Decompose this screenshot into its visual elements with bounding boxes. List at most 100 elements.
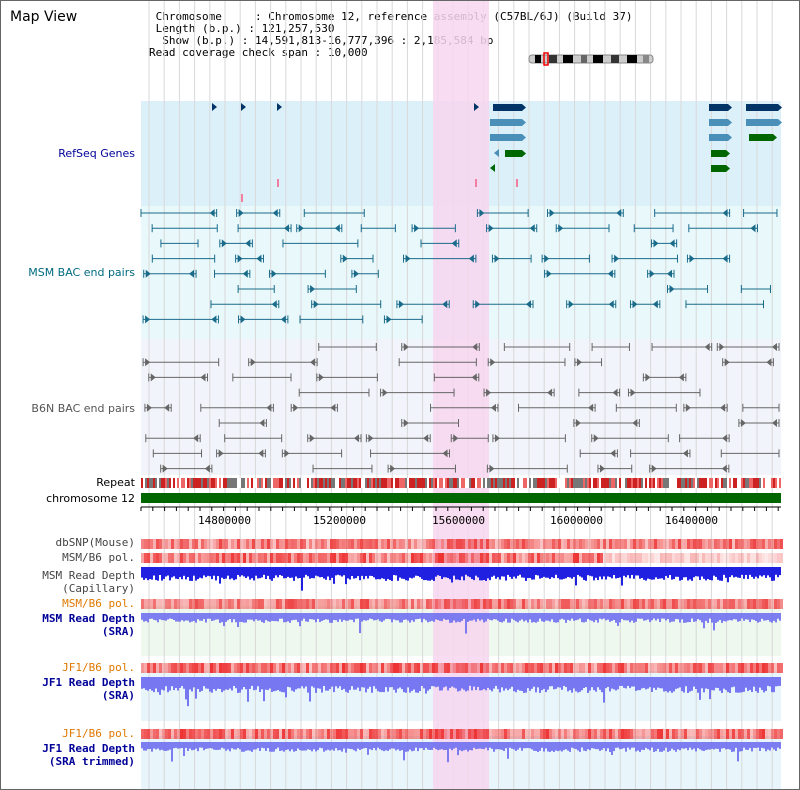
dbsnp-cell [510, 539, 513, 549]
jf1-depth-sra-bar [339, 677, 341, 687]
repeat-segment [683, 478, 685, 488]
jf1-depth-sra-label[interactable]: JF1 Read Depth [42, 676, 135, 689]
jf1-b6-pol-trim-cell [537, 729, 540, 739]
msm-depth-sra-bar [581, 613, 583, 623]
jf1-b6-pol-cell [723, 663, 726, 673]
msm-b6-pol-cell [348, 553, 351, 563]
dbsnp-cell [324, 539, 327, 549]
msm-depth-capillary-bar [253, 567, 255, 581]
msm-bac-pair-arrow-icon [238, 209, 244, 217]
jf1-depth-trim-bar [747, 742, 749, 750]
jf1-depth-trim-bar [763, 742, 765, 749]
msm-depth-capillary-bar [499, 567, 501, 580]
jf1-b6-pol-trim-cell [642, 729, 645, 739]
jf1-b6-pol-sra-label[interactable]: JF1/B6 pol. [62, 661, 135, 674]
repeat-segment [207, 478, 209, 488]
jf1-b6-pol-trim-cell [540, 729, 543, 739]
jf1-b6-pol-cell [642, 663, 645, 673]
msm-b6-pol-cell [291, 553, 294, 563]
msm-bac-pair-arrow-icon [494, 254, 500, 263]
msm-depth-capillary-bar [191, 567, 193, 581]
jf1-depth-sra-bar [665, 677, 667, 692]
msm-b6-pol-cell [654, 553, 657, 563]
span-value: 10,000 [327, 46, 368, 59]
msm-b6-pol-sra-cell [417, 599, 420, 609]
jf1-depth-sra-bar [685, 677, 687, 687]
dbsnp-cell [621, 539, 624, 549]
msm-b6-pol-cell [660, 553, 663, 563]
jf1-depth-trim-bar [343, 742, 345, 749]
repeat-segment [451, 478, 453, 488]
dbsnp-cell [369, 539, 372, 549]
jf1-b6-pol-trim-cell [429, 729, 432, 739]
msm-b6-pol-sra-cell [705, 599, 708, 609]
msm-depth-capillary-bar [771, 567, 773, 581]
jf1-b6-pol-trim-cell [744, 729, 747, 739]
msm-b6-pol-sra-cell [696, 599, 699, 609]
msm-b6-pol-sra-cell [561, 599, 564, 609]
refseq-track-label[interactable]: RefSeq Genes [58, 147, 135, 160]
jf1-b6-pol-cell [165, 663, 168, 673]
msm-depth-capillary-bar [241, 567, 243, 576]
msm-b6-pol-cell [321, 553, 324, 563]
jf1-depth-sra-bar [383, 677, 385, 693]
b6n-bac-track-label[interactable]: B6N BAC end pairs [31, 402, 135, 415]
msm-depth-capillary-label[interactable]: MSM Read Depth [42, 569, 135, 582]
dbsnp-cell [522, 539, 525, 549]
jf1-depth-trim-bar [503, 742, 505, 752]
msm-b6-pol-cell [555, 553, 558, 563]
msm-b6-pol-sra-cell [339, 599, 342, 609]
msm-depth-capillary-bar [653, 567, 655, 580]
jf1-b6-pol-cell [624, 663, 627, 673]
msm-b6-pol-cell [306, 553, 309, 563]
msm-depth-sra-bar [181, 613, 183, 621]
msm-b6-pol-sra-cell [675, 599, 678, 609]
msm-b6-pol-cell [507, 553, 510, 563]
jf1-depth-trim-bar [325, 742, 327, 751]
msm-depth-sra-label[interactable]: MSM Read Depth [42, 612, 135, 625]
repeat-segment [157, 478, 159, 488]
jf1-b6-pol-trim-cell [579, 729, 582, 739]
repeat-segment [341, 478, 343, 488]
msm-depth-sra-bar [569, 613, 571, 621]
msm-b6-pol-sra-label[interactable]: MSM/B6 pol. [62, 597, 135, 610]
jf1-depth-trim-bar [479, 742, 481, 749]
dbsnp-cell [348, 539, 351, 549]
msm-depth-capillary-bar [431, 567, 433, 580]
jf1-depth-trim-bar [601, 742, 603, 750]
repeat-segment [169, 478, 171, 488]
msm-b6-pol-cell [327, 553, 330, 563]
jf1-b6-pol-trim-cell [333, 729, 336, 739]
msm-depth-sra-bar [441, 613, 443, 622]
jf1-depth-sra-bar [235, 677, 237, 689]
msm-b6-pol-sra-cell [513, 599, 516, 609]
msm-bac-pair-arrow-icon [666, 269, 672, 278]
msm-bac-track-label[interactable]: MSM BAC end pairs [28, 266, 135, 279]
repeat-segment [743, 478, 745, 488]
msm-bac-pair-arrow-icon [722, 209, 728, 217]
jf1-depth-sra-bar [373, 677, 375, 687]
jf1-depth-sra-bar [477, 677, 479, 687]
msm-depth-capillary-bar [207, 567, 209, 576]
jf1-b6-pol-trim-label[interactable]: JF1/B6 pol. [62, 727, 135, 740]
msm-depth-sra-bar [715, 613, 717, 623]
msm-depth-capillary-bar [245, 567, 247, 579]
jf1-depth-trim-bar [665, 742, 667, 748]
dbsnp-track-label[interactable]: dbSNP(Mouse) [55, 536, 135, 549]
b6n-bac-pair-arrow-icon [423, 434, 429, 443]
msm-depth-capillary-bar [581, 567, 583, 578]
msm-b6-pol-cell [525, 553, 528, 563]
msm-b6-pol-capillary-label[interactable]: MSM/B6 pol. [62, 551, 135, 564]
repeat-segment [177, 478, 179, 488]
jf1-b6-pol-cell [513, 663, 516, 673]
jf1-depth-trim-bar [337, 742, 339, 751]
jf1-depth-trim-bar [275, 742, 277, 750]
msm-b6-pol-cell [744, 553, 747, 563]
dbsnp-cell [645, 539, 648, 549]
dbsnp-cell [285, 539, 288, 549]
jf1-depth-trim-label[interactable]: JF1 Read Depth [42, 742, 135, 755]
jf1-b6-pol-trim-cell [240, 729, 243, 739]
msm-depth-sra-bar [673, 613, 675, 622]
msm-bac-pair-arrow-icon [145, 269, 151, 278]
dbsnp-cell [306, 539, 309, 549]
